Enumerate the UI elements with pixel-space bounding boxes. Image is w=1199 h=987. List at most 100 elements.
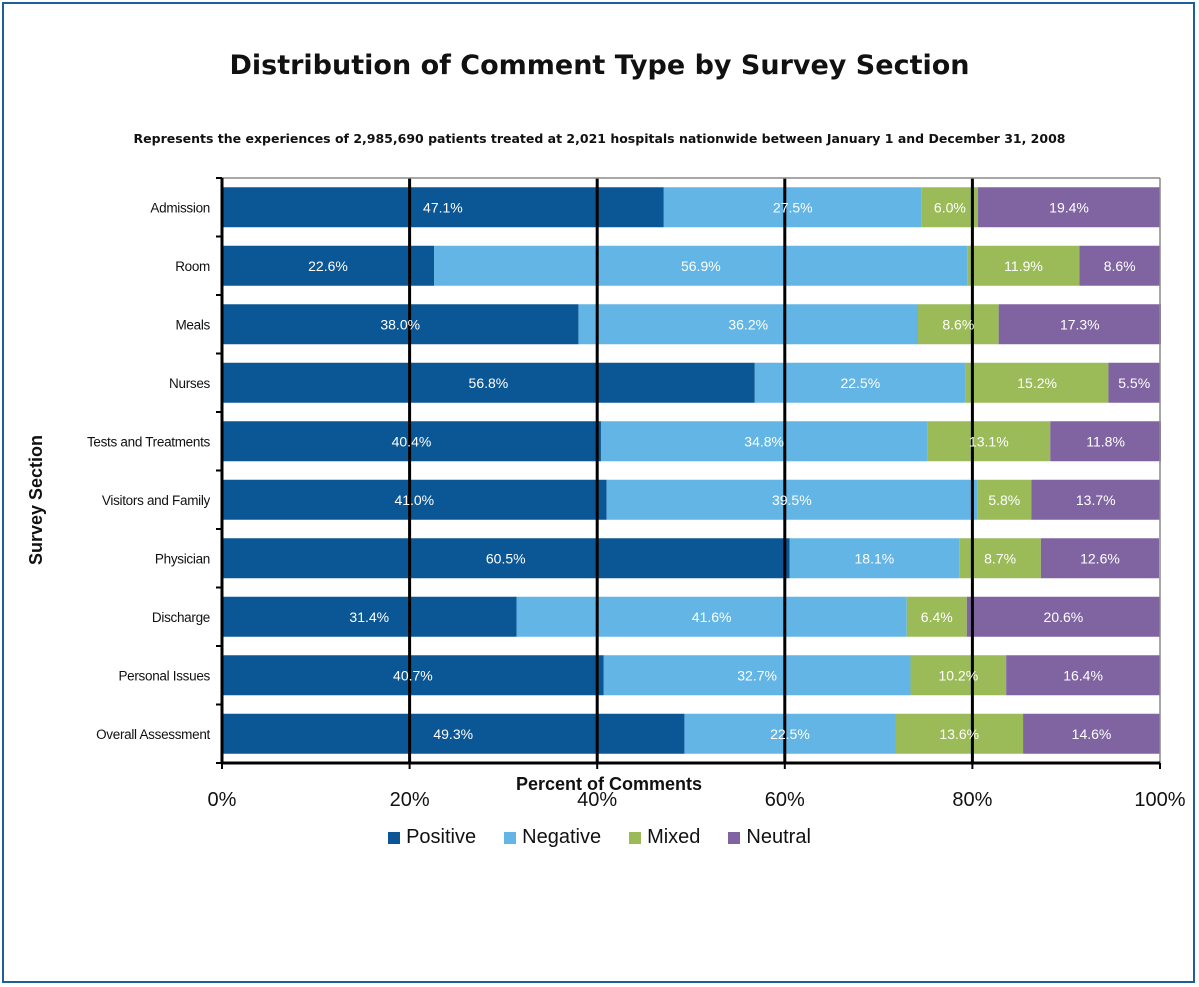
data-label-negative-7: 41.6% bbox=[692, 609, 732, 625]
data-label-mixed-8: 10.2% bbox=[938, 667, 978, 683]
bar-positive-4 bbox=[222, 421, 601, 462]
data-label-negative-8: 32.7% bbox=[737, 667, 777, 683]
data-label-neutral-6: 12.6% bbox=[1080, 550, 1120, 566]
bar-neutral-7 bbox=[966, 596, 1160, 637]
chart-subtitle: Represents the experiences of 2,985,690 … bbox=[133, 131, 1066, 146]
bar-positive-7 bbox=[222, 596, 517, 637]
x-tick-label-40: 40% bbox=[577, 789, 617, 811]
data-label-neutral-8: 16.4% bbox=[1063, 667, 1103, 683]
legend-item-negative: Negative bbox=[504, 826, 601, 849]
legend-item-positive: Positive bbox=[388, 826, 476, 849]
bar-neutral-4 bbox=[1050, 421, 1161, 462]
data-label-negative-2: 36.2% bbox=[728, 316, 768, 332]
bar-mixed-1 bbox=[967, 245, 1080, 286]
legend-swatch-positive bbox=[388, 831, 401, 844]
bar-mixed-3 bbox=[965, 362, 1109, 403]
y-axis-title: Survey Section bbox=[26, 435, 46, 565]
data-label-positive-9: 49.3% bbox=[433, 726, 473, 742]
data-label-neutral-1: 8.6% bbox=[1104, 258, 1136, 274]
bar-positive-6 bbox=[222, 538, 790, 579]
data-label-neutral-2: 17.3% bbox=[1060, 316, 1100, 332]
category-label-1: Room bbox=[175, 259, 210, 274]
data-label-neutral-7: 20.6% bbox=[1044, 609, 1084, 625]
x-tick-label-60: 60% bbox=[765, 789, 805, 811]
bar-mixed-2 bbox=[917, 304, 999, 345]
bar-mixed-8 bbox=[910, 655, 1007, 696]
data-label-negative-6: 18.1% bbox=[855, 550, 895, 566]
bar-positive-8 bbox=[222, 655, 604, 696]
data-label-mixed-3: 15.2% bbox=[1017, 375, 1057, 391]
x-tick-label-80: 80% bbox=[952, 789, 992, 811]
legend: Positive Negative Mixed Neutral bbox=[0, 826, 1199, 849]
bar-positive-9 bbox=[222, 713, 685, 754]
data-label-mixed-4: 13.1% bbox=[969, 433, 1009, 449]
data-label-positive-2: 38.0% bbox=[380, 316, 420, 332]
bar-mixed-7 bbox=[906, 596, 967, 637]
data-label-mixed-0: 6.0% bbox=[934, 199, 966, 215]
bar-neutral-3 bbox=[1108, 362, 1160, 403]
legend-item-mixed: Mixed bbox=[629, 826, 700, 849]
category-label-0: Admission bbox=[150, 200, 210, 215]
bar-negative-0 bbox=[663, 187, 922, 228]
data-label-positive-0: 47.1% bbox=[423, 199, 463, 215]
data-label-mixed-1: 11.9% bbox=[1004, 258, 1043, 274]
category-label-6: Physician bbox=[155, 551, 210, 566]
bars-layer bbox=[222, 187, 1161, 754]
bar-negative-6 bbox=[789, 538, 960, 579]
data-label-negative-9: 22.5% bbox=[770, 726, 810, 742]
bar-negative-2 bbox=[578, 304, 918, 345]
bar-mixed-4 bbox=[927, 421, 1051, 462]
bar-neutral-1 bbox=[1079, 245, 1160, 286]
data-label-positive-3: 56.8% bbox=[469, 375, 509, 391]
bar-positive-5 bbox=[222, 479, 607, 520]
data-label-negative-5: 39.5% bbox=[772, 492, 812, 508]
data-label-positive-6: 60.5% bbox=[486, 550, 526, 566]
legend-swatch-neutral bbox=[728, 831, 741, 844]
data-label-mixed-5: 5.8% bbox=[988, 492, 1020, 508]
bar-negative-1 bbox=[433, 245, 968, 286]
bar-negative-4 bbox=[600, 421, 928, 462]
data-label-neutral-9: 14.6% bbox=[1072, 726, 1112, 742]
labels-layer: 47.1% 27.5% 6.0% 19.4% 22.6% 56.9% 11.9% 8.6% 38… bbox=[308, 199, 1150, 742]
axis-layer: 0% 20% 40% 60% 80% 100% Admission Room Meals Nurs… bbox=[87, 177, 1186, 811]
category-label-4: Tests and Treatments bbox=[87, 434, 211, 449]
x-axis-title: Percent of Comments bbox=[516, 774, 702, 794]
bar-positive-3 bbox=[222, 362, 755, 403]
data-label-neutral-4: 11.8% bbox=[1086, 433, 1125, 449]
data-label-negative-4: 34.8% bbox=[744, 433, 784, 449]
data-label-neutral-5: 13.7% bbox=[1076, 492, 1116, 508]
legend-label-neutral: Neutral bbox=[746, 826, 811, 848]
bar-neutral-6 bbox=[1040, 538, 1160, 579]
data-label-mixed-2: 8.6% bbox=[942, 316, 974, 332]
bar-positive-1 bbox=[222, 245, 434, 286]
legend-label-mixed: Mixed bbox=[647, 826, 701, 848]
bar-neutral-5 bbox=[1031, 479, 1160, 520]
category-label-3: Nurses bbox=[169, 376, 211, 391]
bar-positive-0 bbox=[222, 187, 664, 228]
bar-mixed-5 bbox=[977, 479, 1032, 520]
data-label-positive-7: 31.4% bbox=[349, 609, 389, 625]
data-label-mixed-9: 13.6% bbox=[939, 726, 979, 742]
bar-negative-8 bbox=[603, 655, 911, 696]
bar-negative-5 bbox=[606, 479, 978, 520]
data-label-neutral-3: 5.5% bbox=[1118, 375, 1150, 391]
bar-neutral-2 bbox=[998, 304, 1161, 345]
category-label-5: Visitors and Family bbox=[102, 493, 211, 508]
x-tick-label-0: 0% bbox=[208, 789, 237, 811]
legend-item-neutral: Neutral bbox=[728, 826, 811, 849]
bar-positive-2 bbox=[222, 304, 579, 345]
x-tick-label-20: 20% bbox=[390, 789, 430, 811]
data-label-mixed-6: 8.7% bbox=[984, 550, 1016, 566]
legend-label-positive: Positive bbox=[406, 826, 477, 848]
bar-negative-3 bbox=[754, 362, 966, 403]
bar-negative-7 bbox=[516, 596, 907, 637]
bar-neutral-8 bbox=[1006, 655, 1160, 696]
category-label-9: Overall Assessment bbox=[96, 727, 210, 742]
data-label-positive-5: 41.0% bbox=[394, 492, 434, 508]
category-label-2: Meals bbox=[175, 317, 210, 332]
category-label-8: Personal Issues bbox=[118, 668, 210, 683]
data-label-negative-3: 22.5% bbox=[840, 375, 880, 391]
bar-neutral-9 bbox=[1023, 713, 1160, 754]
bar-mixed-9 bbox=[895, 713, 1024, 754]
